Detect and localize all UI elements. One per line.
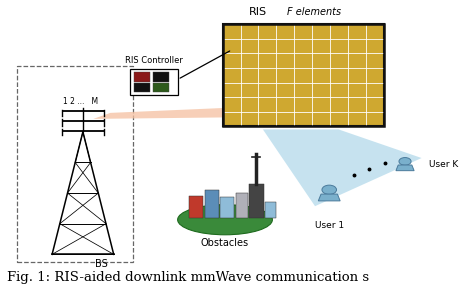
Bar <box>134 73 150 82</box>
Bar <box>134 83 150 92</box>
Polygon shape <box>93 105 284 119</box>
Polygon shape <box>263 129 421 206</box>
Text: User 1: User 1 <box>315 221 344 230</box>
Text: RIS: RIS <box>249 7 267 17</box>
Text: BS: BS <box>95 259 108 269</box>
Bar <box>153 83 169 92</box>
Bar <box>223 24 384 126</box>
Bar <box>223 24 384 126</box>
Bar <box>220 197 234 218</box>
Text: Fig. 1: RIS-aided downlink mmWave communication s: Fig. 1: RIS-aided downlink mmWave commun… <box>7 272 369 284</box>
Bar <box>153 73 169 82</box>
Text: F elements: F elements <box>287 7 341 17</box>
Bar <box>130 69 178 95</box>
Bar <box>249 184 264 218</box>
Circle shape <box>399 157 411 165</box>
Text: RIS Controller: RIS Controller <box>125 56 183 65</box>
Polygon shape <box>319 194 340 201</box>
Text: Obstacles: Obstacles <box>201 238 249 248</box>
Bar <box>236 193 248 218</box>
Polygon shape <box>396 165 414 171</box>
Bar <box>190 196 203 218</box>
Text: User K: User K <box>428 160 458 169</box>
Bar <box>265 202 276 218</box>
Text: 1 2 ...   M: 1 2 ... M <box>63 97 98 106</box>
Ellipse shape <box>178 205 273 235</box>
Bar <box>205 190 219 218</box>
Circle shape <box>322 185 337 194</box>
Bar <box>17 66 133 262</box>
